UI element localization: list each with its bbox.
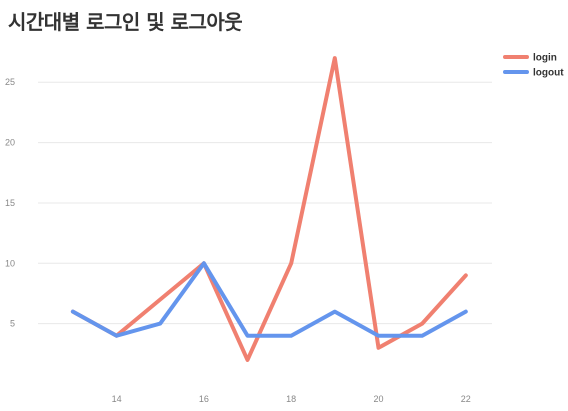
x-axis: 14 16 18 20 22	[112, 394, 471, 404]
x-tick-label: 14	[112, 394, 122, 404]
legend-label-login: login	[533, 53, 557, 64]
y-tick-label: 15	[5, 198, 15, 208]
x-tick-label: 18	[286, 394, 296, 404]
series-lines	[70, 56, 468, 362]
series-line-login	[70, 56, 468, 362]
x-tick-label: 22	[461, 394, 471, 404]
legend-label-logout: logout	[533, 68, 564, 79]
y-axis: 5 10 15 20 25	[5, 77, 15, 328]
y-tick-label: 25	[5, 77, 15, 87]
x-tick-label: 20	[373, 394, 383, 404]
y-tick-label: 20	[5, 138, 15, 148]
grid-lines	[38, 81, 492, 325]
series-line-logout	[70, 261, 468, 338]
legend: login logout	[503, 53, 564, 79]
chart-title: 시간대별 로그인 및 로그아웃	[8, 10, 243, 34]
y-tick-label: 10	[5, 258, 15, 268]
y-tick-label: 5	[10, 319, 15, 329]
x-tick-label: 16	[199, 394, 209, 404]
